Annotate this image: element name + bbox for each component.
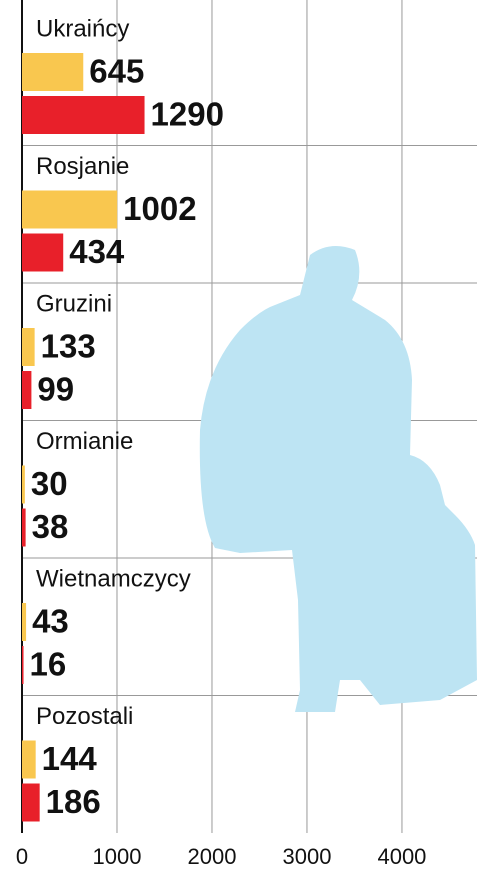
bar <box>22 741 36 779</box>
value-label: 133 <box>41 328 96 365</box>
value-label: 1002 <box>123 190 196 227</box>
bar <box>22 466 25 504</box>
traveler-silhouette <box>200 246 477 712</box>
category-label: Rosjanie <box>36 153 129 180</box>
value-label: 144 <box>42 740 98 777</box>
x-tick-label: 0 <box>16 844 28 869</box>
bar <box>22 328 35 366</box>
value-label: 434 <box>69 233 125 270</box>
x-tick-label: 4000 <box>377 844 426 869</box>
category-label: Ormianie <box>36 428 133 455</box>
value-label: 38 <box>32 508 69 545</box>
bar <box>22 234 63 272</box>
value-label: 43 <box>32 603 69 640</box>
category-label: Wietnamczycy <box>36 565 191 592</box>
category-label: Pozostali <box>36 703 133 730</box>
x-tick-label: 2000 <box>188 844 237 869</box>
bar <box>22 784 40 822</box>
value-label: 99 <box>37 371 74 408</box>
value-label: 16 <box>30 646 67 683</box>
bar <box>22 509 26 547</box>
value-label: 186 <box>46 783 101 820</box>
bar <box>22 53 83 91</box>
value-label: 1290 <box>151 96 224 133</box>
bar <box>22 96 145 134</box>
value-label: 30 <box>31 465 68 502</box>
x-tick-label: 1000 <box>93 844 142 869</box>
bar <box>22 603 26 641</box>
category-label: Ukraińcy <box>36 15 129 42</box>
category-label: Gruzini <box>36 290 112 317</box>
bar <box>22 191 117 229</box>
bar <box>22 646 24 684</box>
value-label: 645 <box>89 53 144 90</box>
x-tick-label: 3000 <box>282 844 331 869</box>
bar <box>22 371 31 409</box>
chart: 0 1000 2000 3000 4000 Ukraińcy 6451290 Rosjanie… <box>0 0 477 871</box>
